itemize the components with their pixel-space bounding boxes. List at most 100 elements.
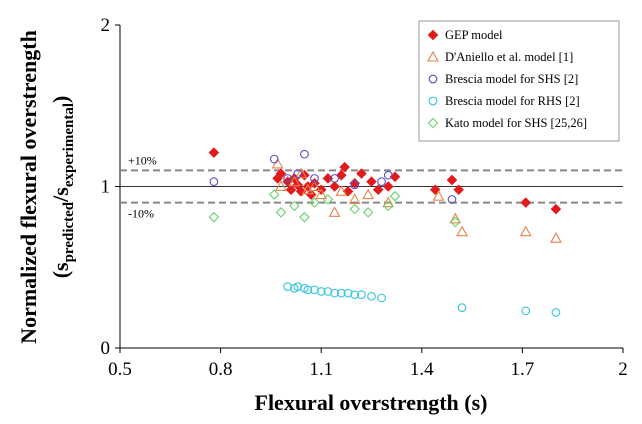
point (450, 216, 461, 228)
y-tick-label: 2 (101, 15, 111, 36)
point (309, 197, 320, 208)
point (348, 193, 361, 204)
point (362, 207, 374, 218)
point (208, 147, 220, 158)
label-subscript: predicted (61, 201, 77, 262)
series (283, 282, 561, 317)
point (310, 285, 319, 295)
x-tick-label: 0.5 (108, 359, 132, 380)
point (316, 287, 326, 296)
point (293, 282, 303, 291)
point (549, 232, 562, 243)
point (457, 303, 467, 312)
point (377, 293, 386, 303)
label-subscript: experimental (61, 103, 77, 187)
point (339, 161, 350, 173)
legend-marker (427, 117, 439, 129)
point (336, 288, 346, 298)
point (356, 168, 367, 179)
point (271, 157, 284, 169)
point (330, 288, 339, 298)
point (362, 188, 375, 200)
legend-label: Brescia model for SHS [2] (445, 72, 578, 86)
point (275, 180, 287, 192)
legend-label: Brescia model for RHS [2] (445, 94, 580, 108)
x-tick-label: 1.7 (511, 359, 535, 380)
point (446, 174, 458, 186)
point (269, 154, 279, 164)
point (288, 175, 301, 187)
y-axis-label: Normalized flexural overstrength (16, 30, 41, 344)
point (322, 194, 334, 205)
point (300, 149, 309, 159)
point (342, 186, 354, 197)
point (308, 180, 321, 192)
legend-label: Kato model for SHS [25,26] (445, 116, 587, 130)
point (382, 200, 394, 212)
point (299, 211, 310, 223)
point (303, 285, 313, 295)
point (449, 212, 462, 224)
point (335, 185, 348, 196)
point (372, 184, 384, 196)
point (329, 181, 340, 192)
point (357, 290, 366, 300)
point (275, 207, 287, 218)
point (367, 291, 376, 301)
point (289, 200, 300, 212)
legend-marker (428, 96, 438, 106)
legend-label: GEP model (445, 28, 503, 42)
series (209, 149, 457, 204)
reference-label: -10% (128, 207, 154, 221)
point (382, 181, 394, 192)
point (292, 179, 304, 191)
legend-marker (427, 50, 439, 62)
point (383, 170, 393, 180)
point (456, 225, 468, 237)
point (521, 306, 531, 316)
point (305, 189, 317, 200)
point (350, 290, 360, 300)
point (366, 176, 377, 187)
reference-label: +10% (128, 153, 157, 167)
legend-label: D'Aniello et al. model [1] (445, 50, 573, 64)
point (336, 169, 347, 181)
point (293, 169, 303, 178)
x-tick-label: 1.1 (309, 359, 333, 380)
point (283, 282, 293, 291)
point (330, 174, 339, 183)
point (519, 225, 532, 237)
label-part: (s (48, 262, 73, 278)
point (285, 184, 297, 196)
series (208, 189, 461, 228)
point (551, 308, 561, 317)
x-tick-label: 0.8 (209, 359, 233, 380)
y-axis-label-2: (spredicted/sexperimental) (48, 96, 77, 279)
point (208, 211, 220, 223)
point (377, 177, 386, 187)
point (295, 167, 308, 179)
point (275, 168, 287, 179)
point (429, 184, 441, 196)
point (310, 174, 319, 183)
point (209, 177, 219, 187)
point (550, 203, 562, 215)
point (432, 190, 445, 201)
legend-marker (428, 74, 438, 84)
legend-box (418, 20, 620, 142)
point (453, 184, 464, 196)
point (323, 287, 333, 296)
point (315, 188, 328, 200)
label-part: /s (48, 187, 73, 203)
point (350, 180, 360, 190)
point (328, 206, 341, 217)
label-part: ) (48, 96, 73, 103)
point (520, 197, 532, 208)
point (389, 190, 401, 202)
x-tick-label: 2 (618, 359, 628, 380)
series (271, 157, 562, 243)
legend-marker (427, 29, 439, 41)
point (349, 203, 361, 215)
point (447, 195, 457, 204)
